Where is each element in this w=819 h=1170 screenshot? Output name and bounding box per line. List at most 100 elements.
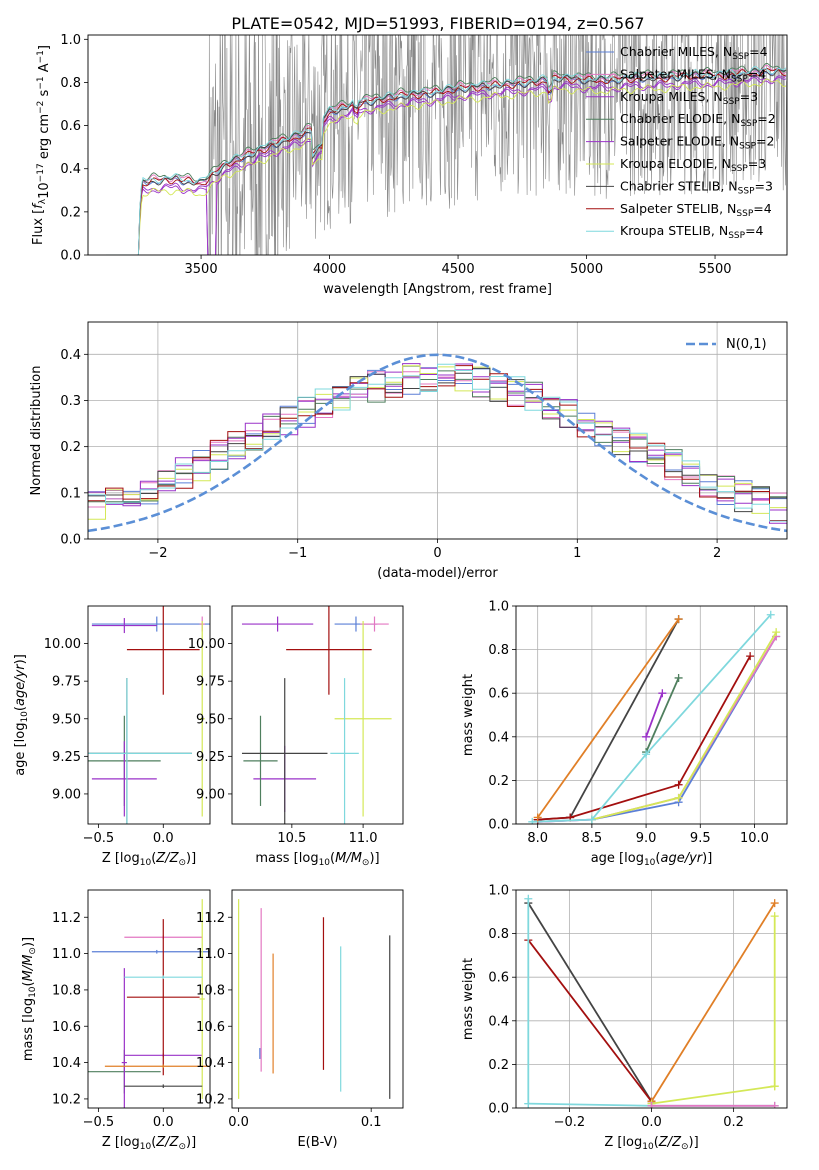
axes-frame — [87, 321, 788, 540]
x-axis-label: (data-model)/error — [377, 566, 498, 581]
y-tick-label: 0.0 — [60, 249, 81, 264]
weight-line — [650, 902, 776, 1102]
model-spectrum-line — [106, 68, 787, 255]
y-tick-label: 0.2 — [60, 205, 81, 220]
legend: Chabrier MILES, NSSP=4 Salpeter MILES, NS… — [586, 44, 776, 241]
x-tick-label: 4500 — [442, 262, 475, 277]
y-tick-label: 11.0 — [196, 947, 225, 962]
panel-age_vs_Z: −0.5 0.0 9.00 9.25 9.50 9.75 10.00 Z [log10(Z/Z… — [13, 605, 211, 868]
weight-marker — [658, 689, 667, 698]
axes-frame — [515, 889, 788, 1109]
weight-marker — [766, 610, 775, 619]
y-axis-label: Normed distribution — [29, 366, 44, 496]
model-spectrum-line — [106, 65, 787, 255]
y-tick-label: 0.4 — [488, 1014, 509, 1029]
x-tick-label: 8.5 — [582, 831, 603, 846]
y-tick-label: 9.50 — [52, 712, 81, 727]
x-axis-label: age [log10(age/yr)] — [591, 851, 713, 868]
y-axis-label: age [log10(age/yr)] — [13, 654, 30, 776]
y-tick-label: 10.00 — [188, 637, 225, 652]
weight-marker — [770, 1082, 779, 1091]
legend-entry: Chabrier ELODIE, NSSP=2 — [620, 111, 776, 129]
legend-entry: Chabrier STELIB, NSSP=3 — [620, 178, 773, 196]
y-tick-label: 0.0 — [488, 818, 509, 833]
y-tick-label: 9.75 — [52, 675, 81, 690]
weight-marker — [524, 894, 533, 903]
y-tick-label: 11.0 — [52, 947, 81, 962]
gaussian-curve — [88, 353, 787, 533]
y-tick-label: 9.25 — [196, 750, 225, 765]
weight-marker — [674, 615, 683, 624]
y-tick-label: 0.0 — [60, 533, 81, 548]
x-tick-label: 8.0 — [527, 831, 548, 846]
y-tick-label: 1.0 — [488, 884, 509, 899]
y-tick-label: 10.2 — [196, 1092, 225, 1107]
y-tick-label: 0.6 — [488, 971, 509, 986]
x-tick-label: 4000 — [313, 262, 346, 277]
legend-entry: N(0,1) — [726, 337, 767, 352]
plot-area-weight_vs_Z — [516, 890, 787, 1108]
legend-entry: Salpeter MILES, NSSP=4 — [620, 66, 766, 84]
y-tick-label: 1.0 — [60, 33, 81, 48]
legend-entry: Chabrier MILES, NSSP=4 — [620, 44, 768, 62]
weight-line — [536, 618, 680, 819]
x-tick-label: 0 — [433, 546, 441, 561]
x-tick-label: −1 — [288, 546, 307, 561]
y-tick-label: 9.50 — [196, 712, 225, 727]
y-tick-label: 10.2 — [52, 1092, 81, 1107]
y-tick-label: 10.6 — [196, 1020, 225, 1035]
y-tick-label: 0.8 — [488, 927, 509, 942]
weight-marker — [642, 732, 651, 741]
plot-area-spectrum — [106, 35, 787, 255]
weight-line — [651, 1085, 775, 1105]
x-tick-label: 3500 — [185, 262, 218, 277]
axes-frame — [515, 605, 788, 825]
y-tick-label: 0.2 — [488, 1058, 509, 1073]
legend-entry: Kroupa ELODIE, NSSP=3 — [620, 156, 766, 174]
y-tick-label: 0.4 — [488, 730, 509, 745]
y-tick-label: 10.6 — [52, 1020, 81, 1035]
x-tick-label: 2 — [713, 546, 721, 561]
weight-marker — [770, 912, 779, 921]
x-tick-label: −0.5 — [83, 1115, 115, 1130]
y-tick-label: 0.4 — [60, 348, 81, 363]
y-tick-label: 10.4 — [52, 1056, 81, 1071]
weight-marker — [746, 652, 755, 661]
weight-marker — [533, 813, 542, 822]
x-tick-label: −2 — [148, 546, 167, 561]
residual-histogram — [88, 363, 787, 522]
weight-marker — [770, 899, 779, 908]
y-tick-label: 0.2 — [60, 440, 81, 455]
panel-weight_vs_age: 8.0 8.5 9.0 9.5 10.0 0.0 0.2 0.4 0.6 0.8 1.0 mass w… — [461, 600, 788, 868]
y-tick-label: 1.0 — [488, 600, 509, 615]
x-tick-label: −0.2 — [554, 1115, 586, 1130]
y-axis-label: mass weight — [461, 674, 476, 756]
model-spectrum-line — [106, 76, 787, 255]
weight-line — [645, 677, 680, 753]
weight-marker — [528, 817, 537, 824]
y-tick-label: 9.00 — [196, 787, 225, 802]
y-tick-label: 9.00 — [52, 787, 81, 802]
weight-marker — [587, 815, 596, 824]
x-tick-label: 1 — [573, 546, 581, 561]
x-axis-label: Z [log10(Z/Z⊙)] — [604, 1135, 698, 1152]
axes-frame — [87, 889, 211, 1109]
plot-area-age_vs_Z — [88, 606, 210, 824]
weight-marker — [674, 780, 683, 789]
x-tick-label: 9.0 — [636, 831, 657, 846]
y-tick-label: 10.4 — [196, 1056, 225, 1071]
y-axis-label: Flux [fλ10−17 erg cm−2 s−1 A−1] — [31, 45, 52, 245]
weight-line — [527, 902, 653, 1102]
y-tick-label: 0.2 — [488, 774, 509, 789]
legend-entry: Salpeter STELIB, NSSP=4 — [620, 201, 772, 219]
x-tick-label: 0.0 — [228, 1115, 249, 1130]
x-axis-label: mass [log10(M/M⊙)] — [255, 851, 379, 868]
axes-frame — [87, 34, 788, 256]
x-tick-label: 0.2 — [723, 1115, 744, 1130]
y-tick-label: 0.1 — [60, 486, 81, 501]
x-axis-label: wavelength [Angstrom, rest frame] — [323, 282, 552, 297]
y-tick-label: 10.00 — [44, 637, 81, 652]
y-tick-label: 11.2 — [196, 911, 225, 926]
x-tick-label: −0.5 — [83, 831, 115, 846]
